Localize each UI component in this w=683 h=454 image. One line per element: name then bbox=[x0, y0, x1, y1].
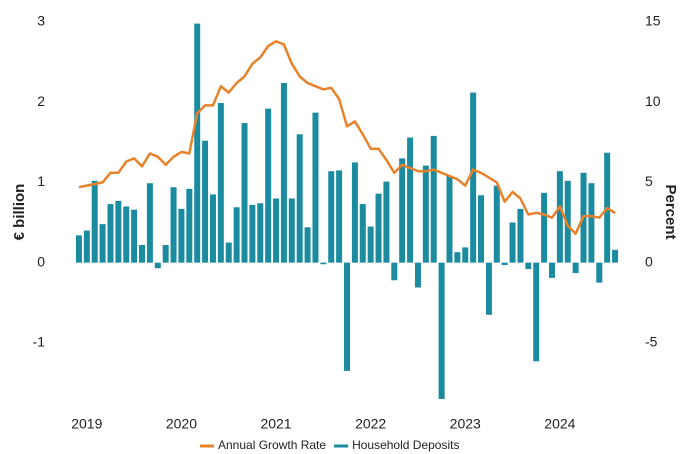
bar bbox=[383, 181, 390, 263]
bar bbox=[131, 209, 138, 263]
x-tick-label: 2019 bbox=[71, 416, 102, 432]
bar bbox=[312, 112, 319, 263]
bar bbox=[194, 23, 201, 263]
bar bbox=[414, 262, 421, 288]
bar bbox=[99, 224, 106, 263]
bar bbox=[336, 170, 343, 263]
bar bbox=[249, 204, 256, 263]
bar bbox=[548, 262, 555, 278]
bar bbox=[454, 252, 461, 263]
x-tick-label: 2020 bbox=[166, 416, 197, 432]
bar bbox=[533, 262, 540, 362]
y2-tick-label: 5 bbox=[645, 173, 653, 189]
bar bbox=[359, 204, 366, 263]
bar bbox=[178, 208, 185, 263]
bar bbox=[154, 262, 161, 269]
bar bbox=[186, 188, 193, 263]
legend-label: Annual Growth Rate bbox=[218, 438, 326, 452]
bar bbox=[564, 180, 571, 263]
bar bbox=[123, 206, 130, 263]
bar bbox=[75, 235, 82, 263]
bar bbox=[217, 103, 224, 263]
bar bbox=[430, 135, 437, 263]
bar bbox=[225, 242, 232, 263]
bar bbox=[612, 249, 619, 263]
bar bbox=[572, 262, 579, 274]
bar bbox=[470, 92, 477, 263]
y2-tick-label: -5 bbox=[645, 334, 658, 350]
y-tick-label: 1 bbox=[37, 173, 45, 189]
bar bbox=[344, 262, 350, 371]
bar bbox=[588, 183, 595, 263]
bar bbox=[304, 227, 311, 263]
bar bbox=[265, 108, 272, 263]
bar bbox=[556, 171, 563, 263]
bar bbox=[288, 198, 295, 263]
y2-axis-label: Percent bbox=[662, 184, 679, 239]
bar bbox=[146, 183, 153, 263]
bar bbox=[391, 262, 398, 281]
bar bbox=[162, 244, 169, 263]
bar bbox=[209, 194, 216, 263]
bar bbox=[320, 262, 327, 265]
bar bbox=[375, 193, 382, 263]
bar bbox=[446, 176, 453, 263]
bar bbox=[462, 247, 469, 263]
bar bbox=[257, 203, 264, 263]
bar bbox=[107, 204, 114, 263]
bar bbox=[596, 262, 603, 283]
y-tick-label: -1 bbox=[33, 334, 46, 350]
bar bbox=[407, 137, 414, 263]
bar bbox=[541, 192, 548, 263]
bar bbox=[351, 162, 358, 263]
y2-tick-label: 10 bbox=[645, 93, 661, 109]
line bbox=[78, 40, 616, 236]
bar bbox=[280, 82, 287, 263]
y-tick-label: 0 bbox=[37, 253, 45, 269]
x-tick-label: 2023 bbox=[450, 416, 481, 432]
bar bbox=[139, 244, 146, 263]
bar bbox=[115, 200, 122, 263]
bar bbox=[438, 262, 445, 399]
bar bbox=[273, 198, 280, 263]
y2-tick-label: 15 bbox=[645, 13, 661, 29]
bar bbox=[367, 226, 374, 263]
bar bbox=[202, 140, 209, 263]
bar bbox=[422, 165, 429, 263]
y2-tick-label: 0 bbox=[645, 253, 653, 269]
legend-label: Household Deposits bbox=[352, 438, 459, 452]
y-tick-label: 3 bbox=[37, 13, 45, 29]
bar bbox=[509, 222, 516, 263]
y-axis-label: € billion bbox=[11, 184, 28, 241]
bar bbox=[91, 180, 98, 263]
bar bbox=[525, 262, 532, 270]
bar bbox=[517, 208, 524, 263]
bar bbox=[170, 187, 177, 263]
bar bbox=[233, 207, 240, 263]
x-tick-label: 2024 bbox=[544, 416, 575, 432]
bar bbox=[83, 230, 90, 263]
bar bbox=[241, 123, 248, 263]
y-tick-label: 2 bbox=[37, 93, 45, 109]
bar bbox=[399, 158, 406, 263]
bar bbox=[485, 262, 492, 315]
bar bbox=[328, 171, 335, 263]
bar bbox=[478, 195, 485, 263]
x-tick-label: 2021 bbox=[260, 416, 291, 432]
bar bbox=[493, 185, 500, 263]
bar bbox=[501, 262, 508, 266]
bar bbox=[296, 134, 303, 263]
x-tick-label: 2022 bbox=[355, 416, 386, 432]
